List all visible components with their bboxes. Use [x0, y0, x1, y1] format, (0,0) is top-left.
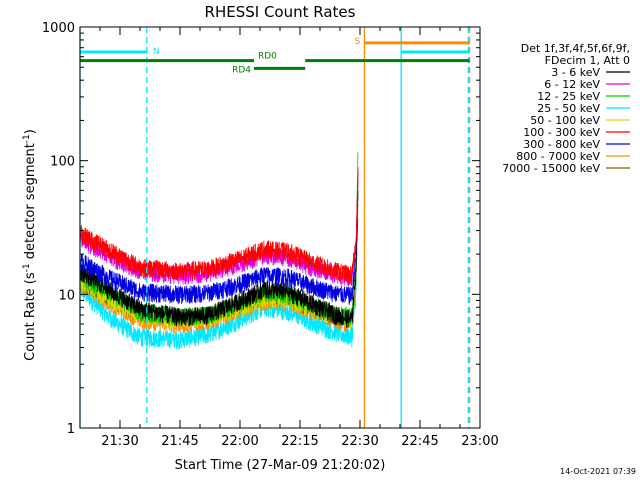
axes: 21:30 21:45 22:00 22:15 22:30 22:45 23:00 1 10 10…	[42, 21, 499, 449]
legend-header-2: FDecim 1, Att 0	[545, 54, 630, 67]
y-tick-label-0: 1	[67, 422, 75, 437]
legend-label-5: 100 - 300 keV	[523, 126, 600, 139]
x-tick-label-3: 22:15	[281, 434, 318, 449]
x-tick-label-1: 21:45	[161, 434, 198, 449]
chart-title: RHESSI Count Rates	[205, 3, 356, 21]
y-axis-label-sup2: -1	[22, 134, 32, 143]
series-line-5	[79, 167, 359, 284]
y-axis-label-end: )	[23, 129, 38, 134]
flag-label-0: N	[153, 47, 160, 57]
y-axis-label-sup1: -1	[22, 263, 32, 272]
flag-label-2: S	[355, 37, 361, 47]
legend-label-8: 7000 - 15000 keV	[502, 162, 600, 175]
y-tick-label-2: 100	[50, 155, 75, 170]
x-tick-label-0: 21:30	[101, 434, 138, 449]
x-tick-label-2: 22:00	[221, 434, 258, 449]
x-tick-label-5: 22:45	[401, 434, 438, 449]
x-tick-label-4: 22:30	[341, 434, 378, 449]
y-tick-label-1: 10	[58, 288, 75, 303]
legend-label-0: 3 - 6 keV	[551, 66, 600, 79]
series-line-0	[79, 190, 359, 328]
legend-label-1: 6 - 12 keV	[544, 78, 600, 91]
y-tick-label-3: 1000	[42, 21, 75, 36]
x-axis-label: Start Time (27-Mar-09 21:20:02)	[175, 458, 386, 473]
y-axis-label: Count Rate (s-1 detector segment-1)	[22, 129, 38, 361]
legend-label-4: 50 - 100 keV	[530, 114, 600, 127]
flag-label-3: RD0	[258, 52, 277, 62]
timestamp: 14-Oct-2021 07:39	[560, 467, 636, 476]
x-tick-label-6: 23:00	[461, 434, 498, 449]
legend-label-7: 800 - 7000 keV	[516, 150, 600, 163]
legend-label-6: 300 - 800 keV	[523, 138, 600, 151]
legend-label-2: 12 - 25 keV	[537, 90, 600, 103]
legend-header-1: Det 1f,3f,4f,5f,6f,9f,	[521, 42, 630, 55]
flag-bars: N S RD0 RD4	[80, 37, 470, 75]
y-axis-label-mid: detector segment	[23, 143, 38, 263]
series-line-6	[79, 172, 359, 306]
legend-label-3: 25 - 50 keV	[537, 102, 600, 115]
flag-label-5: RD4	[232, 65, 251, 75]
legend: Det 1f,3f,4f,5f,6f,9f, FDecim 1, Att 0 3…	[502, 42, 630, 175]
y-axis-label-main: Count Rate (s	[23, 272, 38, 361]
